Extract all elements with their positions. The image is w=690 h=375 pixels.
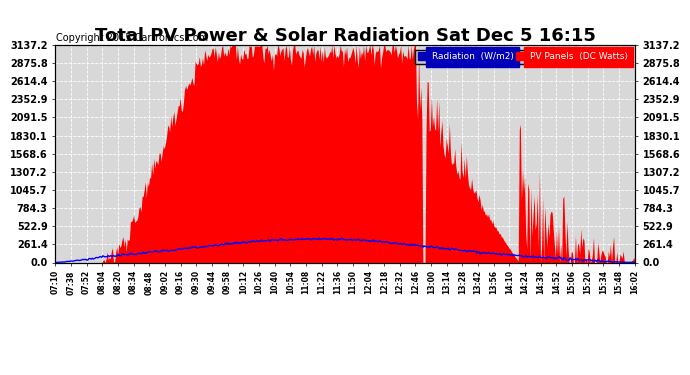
Text: Copyright 2015 Cartronics.com: Copyright 2015 Cartronics.com <box>56 33 208 43</box>
Title: Total PV Power & Solar Radiation Sat Dec 5 16:15: Total PV Power & Solar Radiation Sat Dec… <box>95 27 595 45</box>
Legend: Radiation  (W/m2), PV Panels  (DC Watts): Radiation (W/m2), PV Panels (DC Watts) <box>415 50 630 64</box>
